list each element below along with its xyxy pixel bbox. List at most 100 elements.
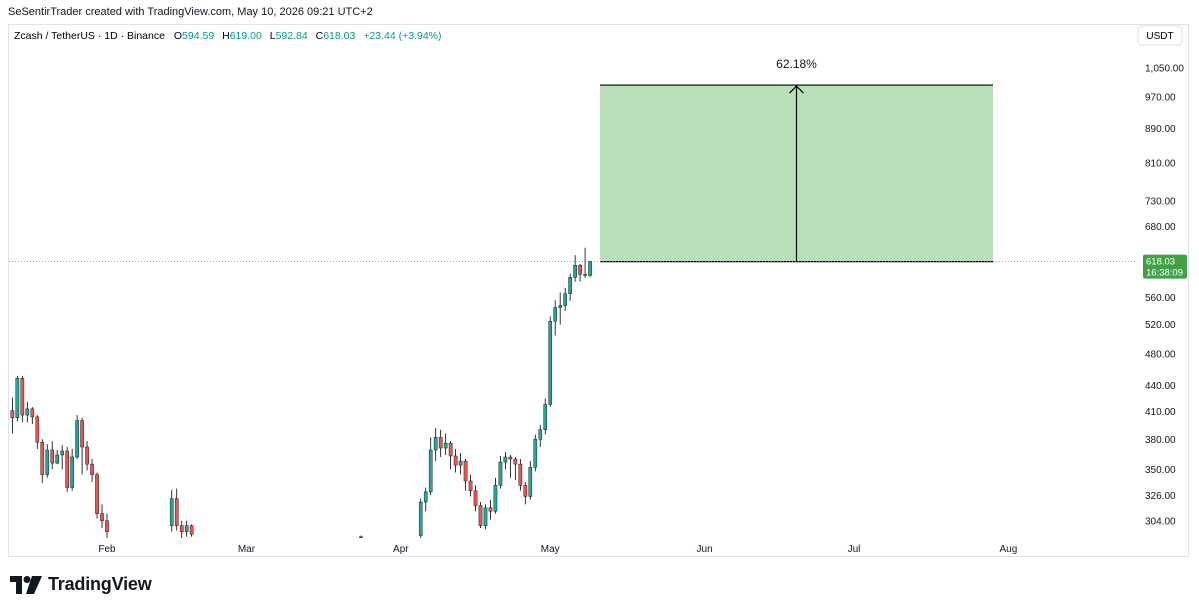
candle [523,482,528,505]
candle [433,427,438,462]
candle-body [573,264,577,278]
price-axis[interactable]: 1,050.00 970.00 890.00 810.00 730.00 680.00 56… [1145,63,1184,527]
tradingview-logo[interactable]: TradingView [10,574,152,595]
price-axis-label: 380.00 [1145,435,1176,446]
close-value: 618.03 [323,30,355,42]
high-value: 619.00 [230,30,262,42]
candle [359,535,363,538]
candle [15,375,20,422]
candle [179,520,184,538]
candle [80,417,84,475]
candle [75,415,79,460]
candle-body [578,264,582,275]
price-axis-label: 326.00 [1145,491,1176,502]
candles-group [10,247,592,538]
candle [453,449,458,473]
symbol-name: Zcash / TetherUS · 1D · Binance [14,30,165,42]
candle [174,488,179,531]
candle-body [483,507,488,526]
candle-body [563,293,567,306]
candle [558,292,562,325]
price-axis-label: 440.00 [1145,381,1176,392]
candle [55,449,59,465]
candle-body [25,408,30,416]
candle [448,441,453,470]
tradingview-logo-icon [10,575,42,594]
price-axis-label: 560.00 [1145,293,1176,304]
candle-body [189,525,194,535]
candle-body [70,456,74,488]
candle-body [533,439,538,468]
low-label: L [270,30,276,42]
candle [508,454,513,478]
candle-body [90,463,94,475]
candle-body [169,498,174,526]
candle-body [488,507,493,512]
candle [473,485,478,512]
candle-body [498,461,503,486]
candle-body [50,449,55,464]
candle [20,375,25,423]
last-price-tag [1143,254,1187,279]
candle [418,498,423,538]
candle [100,504,104,529]
time-axis[interactable]: Feb Mar Apr May Jun Jul Aug [98,544,1017,555]
price-axis-label: 304.00 [1145,516,1176,527]
candle [493,477,498,514]
candle-body [468,480,473,491]
candle-body [458,460,463,466]
candle [60,445,64,470]
candle-body [443,442,448,449]
symbol-info: Zcash / TetherUS · 1D · Binance O594.59 … [14,30,442,42]
bar-countdown: 16:38:09 [1146,268,1183,279]
candle-body [174,498,179,526]
candle [423,487,428,512]
candle-body [65,450,69,488]
candle-body [548,320,553,405]
candle [518,459,523,491]
time-axis-label: Feb [98,544,116,555]
time-axis-label: May [541,544,560,555]
candle-body [60,450,64,456]
time-axis-label: Mar [238,544,256,555]
currency-badge[interactable] [1137,25,1183,46]
candle-body [558,305,562,308]
candle [588,261,592,277]
candle [25,401,30,423]
candle [443,433,448,455]
time-axis-label: Apr [393,544,409,555]
candle [538,425,543,448]
candle [553,300,557,336]
candle [35,415,40,450]
price-axis-label: 520.00 [1145,320,1176,331]
candle [568,273,572,301]
candle-body [55,454,59,464]
candle [548,316,553,408]
candle-body [453,455,458,466]
candle-body [513,458,518,465]
low-value: 592.84 [276,30,308,42]
candle-body [508,456,513,460]
candle-body [184,525,189,532]
open-label: O [174,30,182,42]
candle [45,444,50,478]
candle [578,263,582,282]
open-value: 594.59 [182,30,214,42]
candle-body [588,261,592,276]
candle [468,474,473,497]
candle-body [543,404,548,430]
candle-body [105,520,109,532]
candle-body [100,513,104,521]
candle-body [179,525,184,532]
candle [189,524,194,537]
candle-body [523,485,528,497]
candle [463,459,468,491]
candle [563,287,567,311]
price-axis-label: 730.00 [1145,196,1176,207]
candle-body [583,274,587,276]
candle-body [538,429,543,440]
time-axis-label: Aug [999,544,1017,555]
chart-frame [8,24,1189,557]
candle-body [40,441,45,475]
